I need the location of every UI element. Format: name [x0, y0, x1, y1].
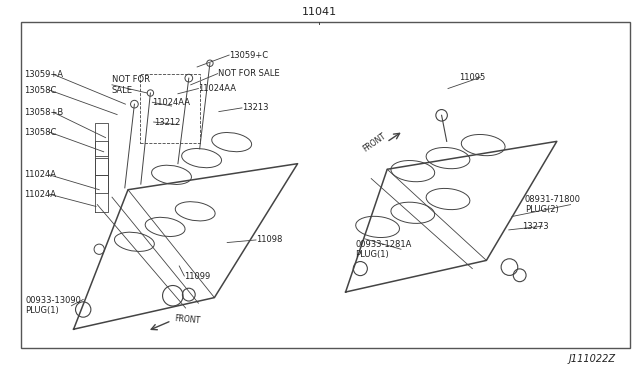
Text: FRONT: FRONT	[362, 131, 388, 153]
Text: 13212: 13212	[154, 118, 180, 126]
Text: 08931-71800
PLUG(2): 08931-71800 PLUG(2)	[525, 195, 581, 214]
Text: 13058+B: 13058+B	[24, 108, 63, 117]
Text: 13058C: 13058C	[24, 128, 57, 137]
Text: 13213: 13213	[242, 103, 268, 112]
Text: 00933-1281A
PLUG(1): 00933-1281A PLUG(1)	[355, 240, 412, 259]
Text: NOT FOR
SALE: NOT FOR SALE	[112, 75, 150, 94]
Text: J111022Z: J111022Z	[569, 354, 616, 364]
Text: 13059+A: 13059+A	[24, 70, 63, 79]
Text: 11024A: 11024A	[24, 170, 56, 179]
Text: 13273: 13273	[522, 222, 548, 231]
Text: 11095: 11095	[460, 73, 486, 82]
Text: 11099: 11099	[184, 272, 211, 280]
Text: 11024AA: 11024AA	[198, 84, 236, 93]
Text: 13058C: 13058C	[24, 86, 57, 94]
Text: 11024AA: 11024AA	[152, 98, 190, 107]
Bar	[140, 74, 200, 143]
Text: 00933-13090
PLUG(1): 00933-13090 PLUG(1)	[26, 296, 81, 315]
Text: FRONT: FRONT	[174, 314, 201, 326]
Text: 11098: 11098	[256, 235, 282, 244]
Bar	[21, 22, 630, 348]
Text: 11024A: 11024A	[24, 190, 56, 199]
Text: NOT FOR SALE: NOT FOR SALE	[218, 69, 279, 78]
Text: 13059+C: 13059+C	[229, 51, 268, 60]
Text: 11041: 11041	[302, 7, 337, 17]
